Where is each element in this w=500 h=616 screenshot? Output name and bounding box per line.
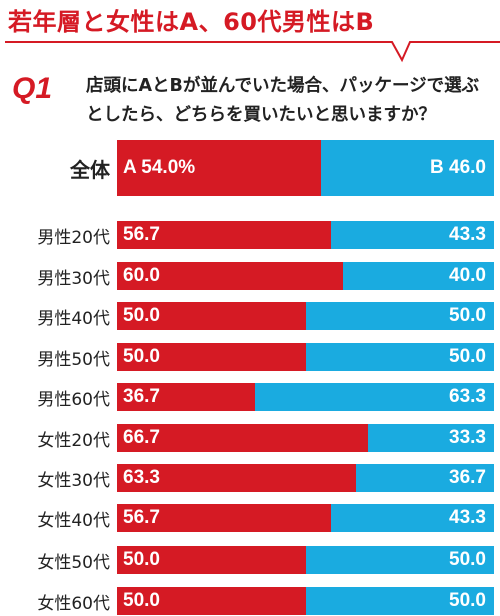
value-label-a: 56.7 — [123, 224, 160, 245]
value-label-b: 50.0 — [449, 346, 486, 367]
bar: 50.0 50.0 — [117, 343, 494, 371]
bar-segment-a: 56.7 — [117, 504, 331, 532]
category-label: 女性40代 — [37, 510, 110, 531]
category-label: 女性20代 — [37, 430, 110, 451]
bar: 50.0 50.0 — [117, 302, 494, 330]
bar-row: 女性30代 63.3 36.7 — [0, 464, 500, 492]
bar: 50.0 50.0 — [117, 587, 494, 615]
bar-segment-a: 50.0 — [117, 587, 306, 615]
value-label-a: 50.0 — [123, 305, 160, 326]
category-label: 男性50代 — [37, 349, 110, 370]
bar: 63.3 36.7 — [117, 464, 494, 492]
bar-segment-a: 50.0 — [117, 343, 306, 371]
value-label-a: 36.7 — [123, 386, 160, 407]
category-label: 全体 — [70, 157, 110, 182]
bar-row: 女性40代 56.7 43.3 — [0, 504, 500, 532]
value-label-a: 56.7 — [123, 507, 160, 528]
bar-segment-a: A 54.0% — [117, 140, 321, 196]
value-label-a: 66.7 — [123, 427, 160, 448]
category-label: 女性30代 — [37, 470, 110, 491]
value-label-a: 60.0 — [123, 265, 160, 286]
bar-segment-b: 50.0 — [305, 587, 494, 615]
category-label: 女性60代 — [37, 593, 110, 614]
bar-segment-b: 36.7 — [355, 464, 494, 492]
bar: A 54.0% B 46.0 — [117, 140, 494, 196]
category-label: 女性50代 — [37, 552, 110, 573]
bar-segment-b: 33.3 — [368, 424, 494, 452]
bar-row: 男性50代 50.0 50.0 — [0, 343, 500, 371]
bar-segment-b: 50.0 — [305, 546, 494, 574]
bar-row: 男性40代 50.0 50.0 — [0, 302, 500, 330]
bar-segment-a: 50.0 — [117, 546, 306, 574]
value-label-b: 50.0 — [449, 305, 486, 326]
bar-segment-b: 50.0 — [305, 343, 494, 371]
category-label: 男性20代 — [37, 227, 110, 248]
chart-title: 若年層と女性はA、60代男性はB — [8, 8, 375, 36]
bar-segment-b: 40.0 — [343, 262, 494, 290]
bar: 60.0 40.0 — [117, 262, 494, 290]
question-text: 店頭にAとBが並んでいた場合、パッケージで選ぶとしたら、どちらを買いたいと思いま… — [86, 76, 480, 125]
question-number: Q1 — [12, 72, 53, 105]
bar-segment-a: 36.7 — [117, 383, 256, 411]
value-label-b: 33.3 — [449, 427, 486, 448]
bar-segment-b: 63.3 — [255, 383, 494, 411]
category-label: 男性60代 — [37, 389, 110, 410]
bar-segment-a: 66.7 — [117, 424, 369, 452]
value-label-a: 63.3 — [123, 467, 160, 488]
bar-segment-b: 43.3 — [330, 221, 494, 249]
bar: 50.0 50.0 — [117, 546, 494, 574]
bar-segment-a: 50.0 — [117, 302, 306, 330]
value-label-b: 43.3 — [449, 224, 486, 245]
value-label-b: 50.0 — [449, 549, 486, 570]
bar-row: 男性30代 60.0 40.0 — [0, 262, 500, 290]
bar-row: 男性60代 36.7 63.3 — [0, 383, 500, 411]
value-label-a: A 54.0% — [123, 157, 196, 178]
bar: 56.7 43.3 — [117, 221, 494, 249]
title-underline-callout — [5, 41, 500, 63]
value-label-b: 43.3 — [449, 507, 486, 528]
bar-row: 女性60代 50.0 50.0 — [0, 587, 500, 615]
value-label-b: B 46.0 — [430, 157, 486, 178]
bar-segment-a: 63.3 — [117, 464, 356, 492]
value-label-a: 50.0 — [123, 590, 160, 611]
category-label: 男性30代 — [37, 268, 110, 289]
value-label-a: 50.0 — [123, 346, 160, 367]
value-label-b: 63.3 — [449, 386, 486, 407]
value-label-b: 36.7 — [449, 467, 486, 488]
bar-segment-b: B 46.0 — [320, 140, 494, 196]
bar: 36.7 63.3 — [117, 383, 494, 411]
bar-segment-b: 43.3 — [330, 504, 494, 532]
bar: 56.7 43.3 — [117, 504, 494, 532]
bar-segment-a: 60.0 — [117, 262, 344, 290]
bar-segment-a: 56.7 — [117, 221, 331, 249]
bar-row: 男性20代 56.7 43.3 — [0, 221, 500, 249]
bar-segment-b: 50.0 — [305, 302, 494, 330]
bar-row: 女性20代 66.7 33.3 — [0, 424, 500, 452]
value-label-b: 50.0 — [449, 590, 486, 611]
bar-row-total: 全体 A 54.0% B 46.0 — [0, 140, 500, 196]
bar: 66.7 33.3 — [117, 424, 494, 452]
value-label-a: 50.0 — [123, 549, 160, 570]
bar-row: 女性50代 50.0 50.0 — [0, 546, 500, 574]
value-label-b: 40.0 — [449, 265, 486, 286]
category-label: 男性40代 — [37, 308, 110, 329]
